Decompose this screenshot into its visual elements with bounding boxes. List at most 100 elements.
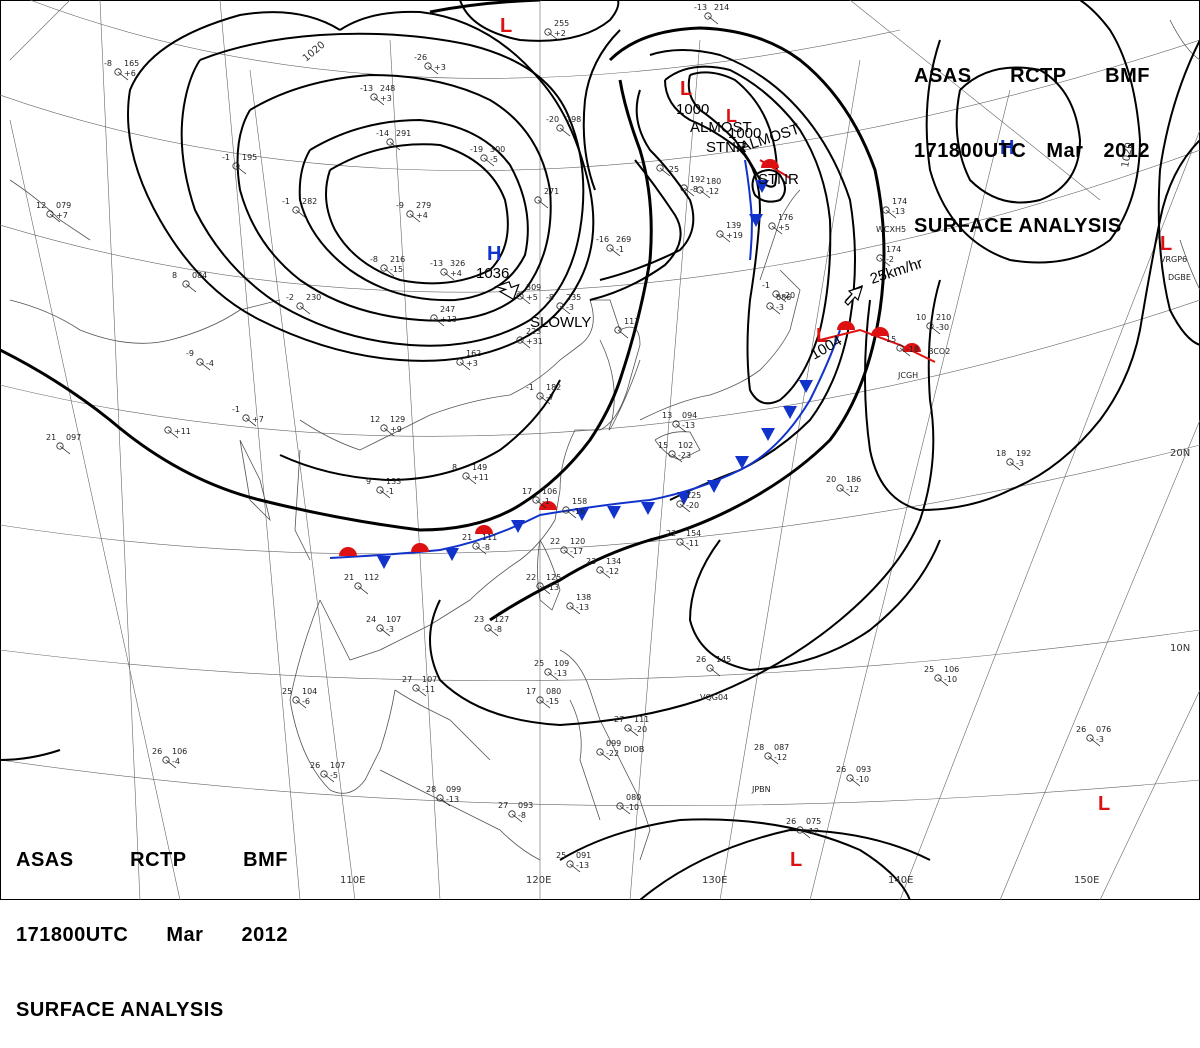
station-pressure: 174 bbox=[886, 245, 901, 254]
almost-stnr-2-line2: STNR bbox=[758, 171, 799, 188]
station-tendency: +19 bbox=[726, 231, 743, 240]
isobar-10 bbox=[751, 169, 786, 203]
station-plot: -9 279+4 bbox=[396, 201, 431, 223]
station-temp: -1 bbox=[222, 153, 230, 162]
wind-barb-icon bbox=[539, 395, 551, 405]
isobar-16 bbox=[582, 29, 621, 191]
station-tendency: -10 bbox=[626, 803, 639, 812]
station-pressure: 112 bbox=[364, 573, 379, 582]
station-plot: 180-12 bbox=[696, 177, 721, 199]
cold-front-triangle bbox=[511, 520, 525, 533]
wind-barb-icon bbox=[569, 605, 581, 615]
meridian-130e bbox=[719, 59, 861, 900]
isobar-2 bbox=[180, 32, 585, 347]
station-temp: 26 bbox=[310, 761, 320, 770]
station-pressure: 093 bbox=[856, 765, 871, 774]
station-circle-icon bbox=[706, 664, 714, 672]
warm-front-semicircle bbox=[339, 547, 357, 556]
station-temp: 23 bbox=[474, 615, 484, 624]
station-temp: -8 bbox=[370, 255, 378, 264]
station-plot: 080-10 bbox=[616, 793, 641, 815]
station-circle-icon bbox=[536, 696, 544, 704]
coastlines bbox=[9, 19, 1200, 861]
station-circle-icon bbox=[596, 566, 604, 574]
wind-barb-icon bbox=[185, 283, 197, 293]
cold-front-triangle bbox=[735, 456, 749, 469]
station-tendency: +9 bbox=[390, 425, 402, 434]
isobar-label-1020-east: 1020 bbox=[1120, 142, 1135, 169]
grid-labels: 110E 120E 130E 140E 150E 20N 10N bbox=[340, 448, 1190, 886]
station-plot: 25 091-13 bbox=[556, 851, 591, 873]
station-temp: 26 bbox=[836, 765, 846, 774]
station-tendency: -10 bbox=[856, 775, 869, 784]
station-tendency: -20 bbox=[634, 725, 647, 734]
station-circle-icon bbox=[676, 538, 684, 546]
header-top-right: ASAS RCTP BMF 171800UTC Mar 2012 SURFACE… bbox=[914, 14, 1150, 264]
station-plot: -20 298 bbox=[546, 115, 581, 137]
station-circle-icon bbox=[566, 860, 574, 868]
station-temp: -8 bbox=[546, 293, 554, 302]
meridian-115e bbox=[389, 39, 441, 900]
wind-barb-icon bbox=[165, 759, 177, 769]
station-pressure: 109 bbox=[554, 659, 569, 668]
station-temp: -9 bbox=[396, 201, 404, 210]
station-tendency: -5 bbox=[490, 155, 498, 164]
station-plot: 158-16 bbox=[562, 497, 587, 519]
station-temp: 23 bbox=[586, 557, 596, 566]
warm-front-semicircle bbox=[761, 159, 779, 168]
low-center-north: L bbox=[500, 15, 512, 37]
wind-barb-icon bbox=[389, 141, 401, 151]
wind-barb-icon bbox=[559, 127, 571, 137]
station-circle-icon bbox=[596, 748, 604, 756]
wind-barb-icon bbox=[547, 31, 559, 41]
station-circle-icon bbox=[934, 674, 942, 682]
center-symbol: H bbox=[487, 243, 501, 265]
station-tendency: -4 bbox=[172, 757, 180, 766]
station-pressure: 326 bbox=[450, 259, 465, 268]
station-circle-icon bbox=[544, 668, 552, 676]
wind-barb-icon bbox=[535, 499, 547, 509]
station-plot: 176+5 bbox=[768, 213, 793, 235]
station-temp: -1 bbox=[762, 281, 770, 290]
station-circle-icon bbox=[606, 244, 614, 252]
station-tendency: -3 bbox=[566, 303, 574, 312]
station-temp: -2 bbox=[286, 293, 294, 302]
station-pressure: 255 bbox=[554, 19, 569, 28]
station-circle-icon bbox=[532, 496, 540, 504]
station-circle-icon bbox=[764, 752, 772, 760]
wind-barb-icon bbox=[59, 445, 71, 455]
station-tendency: -8 bbox=[690, 185, 698, 194]
station-tendency: -12 bbox=[806, 827, 819, 836]
header-title: SURFACE ANALYSIS bbox=[914, 215, 1122, 237]
station-circle-icon bbox=[436, 794, 444, 802]
station-temp: 26 bbox=[786, 817, 796, 826]
station-circle-icon bbox=[562, 506, 570, 514]
station-circle-icon bbox=[296, 302, 304, 310]
wind-barb-icon bbox=[117, 71, 129, 81]
isobar-label-1020-west: 1020 bbox=[301, 40, 328, 65]
wind-barb-icon bbox=[627, 727, 639, 737]
station-temp: 21 bbox=[344, 573, 354, 582]
station-pressure: 084 bbox=[192, 271, 207, 280]
wind-barb-icon bbox=[357, 585, 369, 595]
lat-label-10n: 10N bbox=[1170, 643, 1190, 654]
station-plot: 25 106-10 bbox=[924, 665, 959, 687]
center-value: 1000 bbox=[728, 125, 761, 142]
wind-barb-icon bbox=[465, 475, 477, 485]
station-plot: -8 216-15 bbox=[370, 255, 405, 277]
station-pressure: 248 bbox=[380, 84, 395, 93]
low-center-1000-a: L 1000 bbox=[676, 78, 709, 118]
station-tendency: -10 bbox=[944, 675, 957, 684]
wind-barb-icon bbox=[245, 417, 257, 427]
station-pressure: 158 bbox=[572, 497, 587, 506]
center-symbol: L bbox=[500, 15, 512, 37]
station-tendency: -3 bbox=[386, 625, 394, 634]
lat-label-20n: 20N bbox=[1170, 448, 1190, 459]
station-plot: 22 120-17 bbox=[550, 537, 585, 559]
station-circle-icon bbox=[320, 770, 328, 778]
station-tendency: +7 bbox=[56, 211, 68, 220]
station-circle-icon bbox=[114, 68, 122, 76]
station-temp: -26 bbox=[414, 53, 427, 62]
wind-barb-icon bbox=[767, 755, 779, 765]
station-circle-icon bbox=[536, 582, 544, 590]
